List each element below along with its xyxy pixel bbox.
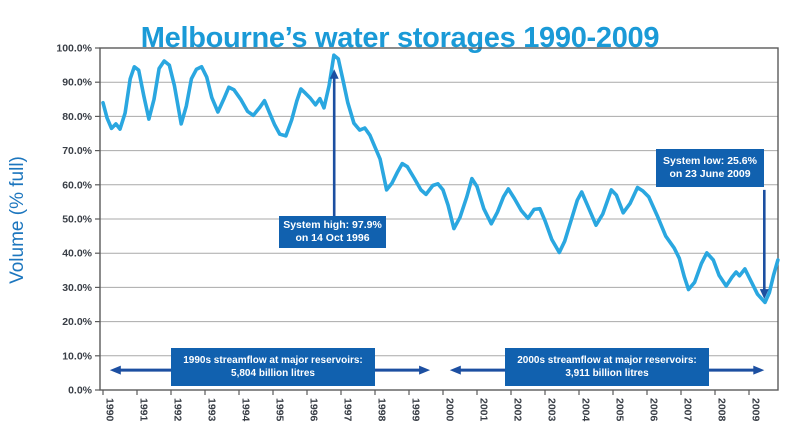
streamflow-2000s-arrowhead-left: [449, 365, 461, 375]
system-low-value: System low: 25.6%: [663, 155, 757, 167]
y-tick-label: 50.0%: [62, 214, 92, 226]
storage-volume-line: [101, 53, 780, 305]
x-tick-label: 2001: [478, 398, 490, 422]
x-tick-label: 1995: [274, 398, 286, 422]
x-tick-label: 2006: [648, 398, 660, 422]
streamflow-2000s-arrowhead-right: [753, 365, 765, 375]
x-tick-label: 1991: [138, 398, 150, 422]
streamflow-2000s-volume: 3,911 billion litres: [565, 368, 649, 379]
x-tick-label: 2007: [682, 398, 694, 422]
system-high-arrowhead: [329, 69, 339, 79]
x-tick-label: 2008: [716, 398, 728, 422]
y-tick-label: 10.0%: [62, 350, 92, 362]
y-tick-label: 80.0%: [62, 111, 92, 123]
y-tick-label: 90.0%: [62, 77, 92, 89]
y-tick-label: 20.0%: [62, 316, 92, 328]
x-tick-label: 2000: [444, 398, 456, 422]
streamflow-1990s-callout: 1990s streamflow at major reservoirs: 5,…: [171, 348, 375, 386]
x-tick-label: 1996: [308, 398, 320, 422]
y-axis-title: Volume (% full): [7, 156, 28, 284]
x-tick-label: 2002: [512, 398, 524, 422]
system-low-callout: System low: 25.6% on 23 June 2009: [656, 149, 764, 187]
y-tick-label: 40.0%: [62, 248, 92, 260]
y-tick-label: 30.0%: [62, 282, 92, 294]
x-tick-label: 2005: [614, 398, 626, 422]
line-chart-plot-area: 0.0% 10.0% 20.0% 30.0% 40.0% 50.0% 60.0% 70.0% 8…: [56, 43, 780, 422]
system-high-value: System high: 97.9%: [283, 219, 382, 231]
x-tick-label: 1994: [240, 398, 252, 422]
x-tick-label: 2003: [546, 398, 558, 422]
y-tick-label: 70.0%: [62, 145, 92, 157]
y-tick-label: 100.0%: [56, 43, 92, 55]
y-tick-label: 60.0%: [62, 179, 92, 191]
y-tick-label: 0.0%: [68, 385, 93, 397]
streamflow-2000s-label: 2000s streamflow at major reservoirs:: [517, 355, 697, 366]
system-low-arrowhead: [759, 289, 769, 300]
system-low-date: on 23 June 2009: [669, 168, 751, 180]
x-tick-label: 1990: [104, 398, 116, 422]
page-title: Melbourne’s water storages 1990-2009: [140, 22, 660, 55]
streamflow-1990s-arrowhead-right: [419, 365, 431, 375]
streamflow-1990s-label: 1990s streamflow at major reservoirs:: [183, 355, 363, 366]
x-tick-label: 2004: [580, 398, 592, 422]
x-tick-label: 1992: [172, 398, 184, 422]
x-tick-label: 1999: [410, 398, 422, 422]
x-tick-label: 1997: [342, 398, 354, 422]
streamflow-2000s-callout: 2000s streamflow at major reservoirs: 3,…: [505, 348, 709, 386]
x-tick-label: 2009: [750, 398, 762, 422]
x-tick-label: 1998: [376, 398, 388, 422]
system-high-callout: System high: 97.9% on 14 Oct 1996: [279, 216, 386, 248]
system-high-date: on 14 Oct 1996: [295, 232, 370, 244]
streamflow-1990s-volume: 5,804 billion litres: [231, 368, 315, 379]
x-tick-label: 1993: [206, 398, 218, 422]
streamflow-1990s-arrowhead-left: [109, 365, 121, 375]
